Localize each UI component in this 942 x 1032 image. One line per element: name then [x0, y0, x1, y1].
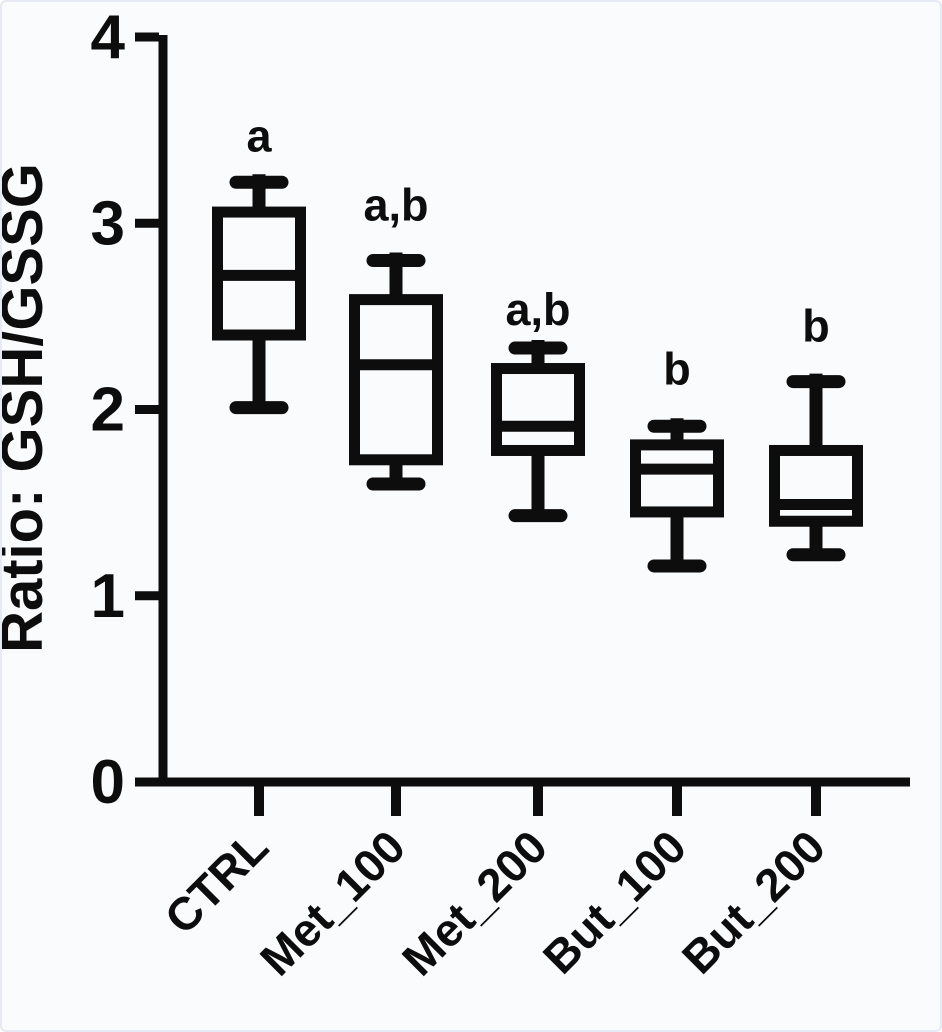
y-tick-label: 4 — [91, 3, 126, 72]
box-group — [491, 340, 585, 523]
y-tick-label: 3 — [91, 189, 125, 258]
x-category-label: But_100 — [533, 820, 696, 983]
significance-label: b — [802, 301, 830, 352]
significance-label: a,b — [363, 180, 428, 231]
y-tick-label: 2 — [91, 376, 125, 445]
box-group — [769, 373, 863, 562]
x-category-label: CTRL — [155, 820, 278, 943]
iqr-box — [349, 294, 443, 466]
box-group — [349, 252, 443, 491]
significance-label: b — [663, 344, 691, 395]
axes-layer — [135, 32, 910, 816]
significance-label: a — [246, 111, 272, 162]
iqr-box — [630, 439, 724, 518]
boxes-layer — [212, 174, 863, 573]
y-axis-title: Ratio: GSH/GSSG — [2, 163, 55, 653]
y-tick-label: 1 — [91, 562, 125, 631]
iqr-box — [769, 444, 863, 527]
x-category-label: Met_200 — [392, 820, 557, 985]
box-group — [212, 174, 306, 415]
significance-label: a,b — [505, 284, 570, 335]
x-category-label: Met_100 — [250, 820, 415, 985]
box-group — [630, 418, 724, 573]
iqr-box — [491, 363, 585, 456]
x-category-label: But_200 — [672, 820, 835, 983]
y-tick-label: 0 — [91, 748, 125, 817]
